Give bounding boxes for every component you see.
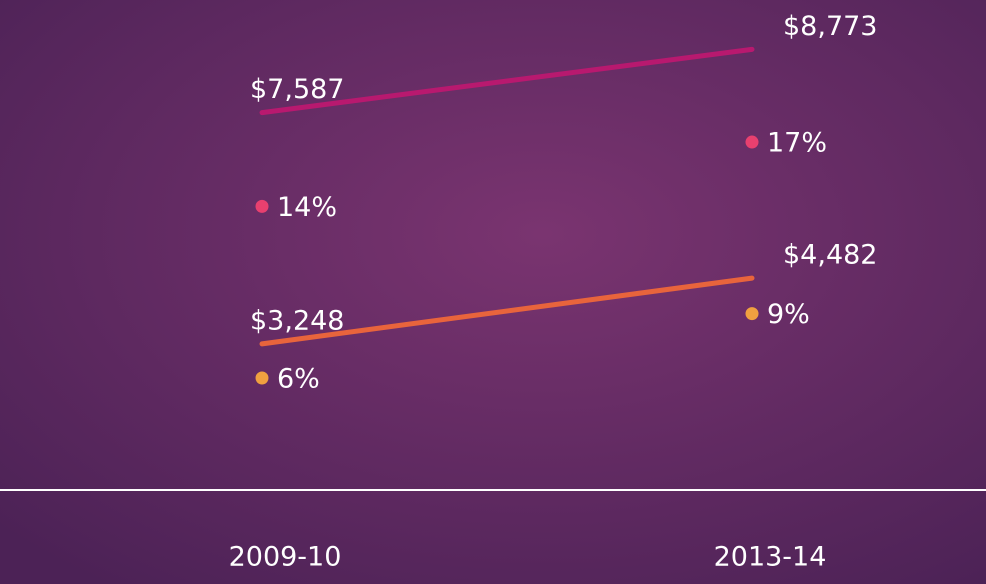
percent-label: 17% <box>767 128 827 159</box>
value-label: $3,248 <box>250 305 344 336</box>
percent-dot <box>745 307 759 321</box>
x-tick-label: 2013-14 <box>714 542 827 573</box>
percent-dot <box>745 135 759 149</box>
x-tick-label: 2009-10 <box>229 542 342 573</box>
line <box>259 275 755 347</box>
percent-dot <box>255 199 269 213</box>
value-label: $7,587 <box>250 74 344 105</box>
percent-label: 9% <box>767 299 810 330</box>
line <box>259 46 755 116</box>
value-label: $8,773 <box>783 11 877 42</box>
value-label: $4,482 <box>783 240 877 271</box>
percent-dot <box>255 371 269 385</box>
percent-label: 6% <box>277 364 320 395</box>
percent-label: 14% <box>277 192 337 223</box>
